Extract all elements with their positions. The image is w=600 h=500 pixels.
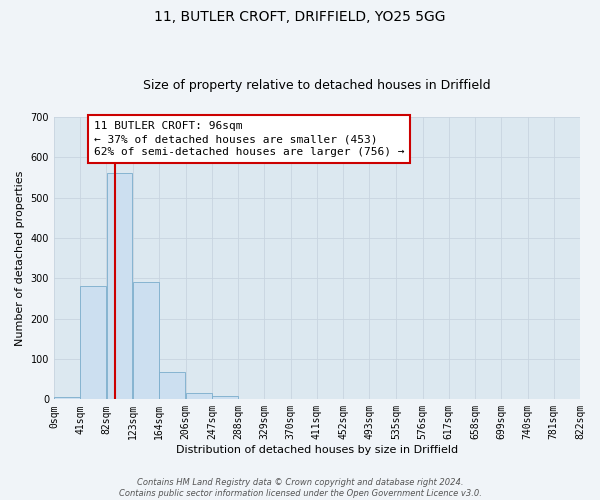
Bar xyxy=(212,396,238,400)
Text: 11, BUTLER CROFT, DRIFFIELD, YO25 5GG: 11, BUTLER CROFT, DRIFFIELD, YO25 5GG xyxy=(154,10,446,24)
X-axis label: Distribution of detached houses by size in Driffield: Distribution of detached houses by size … xyxy=(176,445,458,455)
Bar xyxy=(54,396,80,400)
Bar xyxy=(159,372,185,400)
Bar xyxy=(80,286,106,400)
Title: Size of property relative to detached houses in Driffield: Size of property relative to detached ho… xyxy=(143,79,491,92)
Bar xyxy=(186,394,212,400)
Text: Contains HM Land Registry data © Crown copyright and database right 2024.
Contai: Contains HM Land Registry data © Crown c… xyxy=(119,478,481,498)
Bar xyxy=(133,282,158,400)
Bar xyxy=(107,174,133,400)
Y-axis label: Number of detached properties: Number of detached properties xyxy=(15,170,25,346)
Text: 11 BUTLER CROFT: 96sqm
← 37% of detached houses are smaller (453)
62% of semi-de: 11 BUTLER CROFT: 96sqm ← 37% of detached… xyxy=(94,121,404,157)
